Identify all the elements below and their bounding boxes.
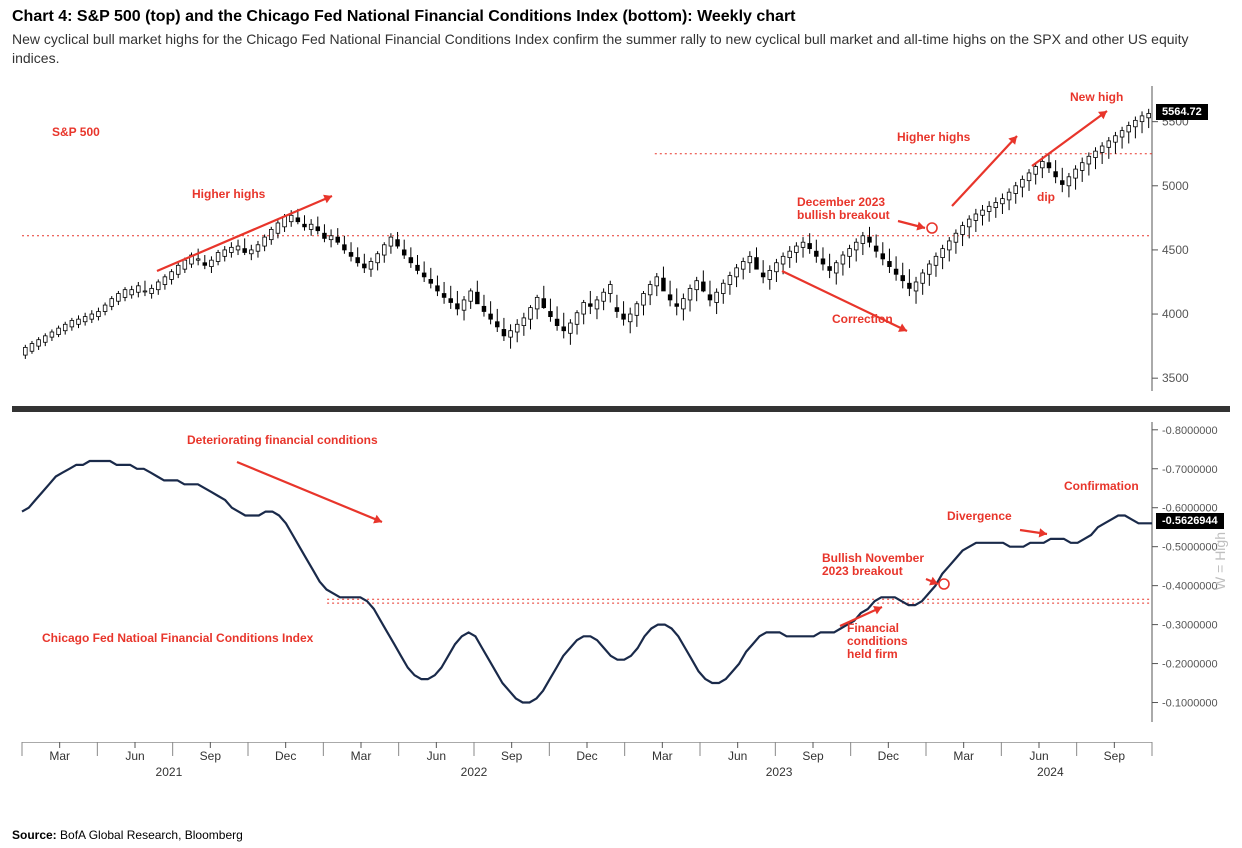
svg-text:2021: 2021: [156, 765, 183, 779]
svg-text:Mar: Mar: [351, 749, 372, 763]
svg-text:bullish breakout: bullish breakout: [797, 208, 890, 222]
svg-text:-0.3000000: -0.3000000: [1162, 619, 1218, 631]
svg-text:dip: dip: [1037, 190, 1055, 204]
svg-text:5000: 5000: [1162, 179, 1189, 193]
svg-text:Dec: Dec: [878, 749, 899, 763]
svg-text:conditions: conditions: [847, 634, 908, 648]
shared-x-axis: Mar Jun Sep Dec Mar Jun Sep Dec Mar Jun Sep Dec Mar J…: [12, 742, 1230, 790]
svg-text:4000: 4000: [1162, 307, 1189, 321]
svg-text:-0.7000000: -0.7000000: [1162, 464, 1218, 476]
svg-text:Sep: Sep: [501, 749, 523, 763]
svg-text:Higher highs: Higher highs: [192, 187, 266, 201]
svg-text:2023 breakout: 2023 breakout: [822, 564, 903, 578]
nfci-line-chart: -0.8000000-0.7000000-0.6000000-0.5000000…: [12, 412, 1230, 742]
svg-text:Correction: Correction: [832, 312, 893, 326]
svg-text:-0.5000000: -0.5000000: [1162, 541, 1218, 553]
svg-text:Financial: Financial: [847, 621, 899, 635]
x-axis-container: Mar Jun Sep Dec Mar Jun Sep Dec Mar Jun Sep Dec Mar J…: [12, 742, 1230, 790]
source-footer: Source: BofA Global Research, Bloomberg: [12, 828, 243, 842]
sp500-candlestick-chart: 35004000450050005500S&P 500Higher highsH…: [12, 76, 1230, 406]
side-label: W = High: [1212, 532, 1228, 590]
svg-text:Divergence: Divergence: [947, 509, 1012, 523]
svg-text:Confirmation: Confirmation: [1064, 479, 1139, 493]
svg-text:Sep: Sep: [1104, 749, 1126, 763]
svg-text:Bullish November: Bullish November: [822, 551, 924, 565]
svg-text:Jun: Jun: [728, 749, 747, 763]
svg-text:Deteriorating financial condit: Deteriorating financial conditions: [187, 433, 378, 447]
sp500-current-price: 5564.72: [1156, 104, 1208, 120]
svg-text:S&P 500: S&P 500: [52, 125, 100, 139]
bottom-chart-container: -0.8000000-0.7000000-0.6000000-0.5000000…: [12, 412, 1230, 742]
svg-text:New high: New high: [1070, 90, 1123, 104]
chart-title: Chart 4: S&P 500 (top) and the Chicago F…: [12, 8, 1230, 26]
svg-text:Jun: Jun: [427, 749, 446, 763]
svg-text:2023: 2023: [766, 765, 793, 779]
svg-text:Jun: Jun: [125, 749, 144, 763]
source-text: BofA Global Research, Bloomberg: [57, 828, 243, 842]
svg-text:-0.2000000: -0.2000000: [1162, 658, 1218, 670]
nfci-current-value: -0.5626944: [1156, 513, 1224, 529]
svg-text:Sep: Sep: [200, 749, 222, 763]
svg-text:Higher highs: Higher highs: [897, 130, 971, 144]
source-label: Source:: [12, 828, 57, 842]
svg-text:Mar: Mar: [49, 749, 70, 763]
svg-text:Sep: Sep: [802, 749, 824, 763]
svg-text:-0.4000000: -0.4000000: [1162, 580, 1218, 592]
svg-text:Dec: Dec: [275, 749, 296, 763]
svg-text:held firm: held firm: [847, 647, 898, 661]
svg-text:-0.1000000: -0.1000000: [1162, 697, 1218, 709]
svg-text:Mar: Mar: [953, 749, 974, 763]
chart-subtitle: New cyclical bull market highs for the C…: [12, 30, 1230, 68]
svg-text:Dec: Dec: [576, 749, 597, 763]
svg-text:-0.8000000: -0.8000000: [1162, 425, 1218, 437]
svg-text:Chicago Fed Natioal Financial: Chicago Fed Natioal Financial Conditions…: [42, 631, 314, 645]
svg-text:December 2023: December 2023: [797, 195, 885, 209]
svg-text:3500: 3500: [1162, 371, 1189, 385]
svg-text:Mar: Mar: [652, 749, 673, 763]
svg-text:2022: 2022: [461, 765, 488, 779]
svg-text:Jun: Jun: [1029, 749, 1048, 763]
top-chart-container: 35004000450050005500S&P 500Higher highsH…: [12, 76, 1230, 406]
svg-text:4500: 4500: [1162, 243, 1189, 257]
svg-text:2024: 2024: [1037, 765, 1064, 779]
